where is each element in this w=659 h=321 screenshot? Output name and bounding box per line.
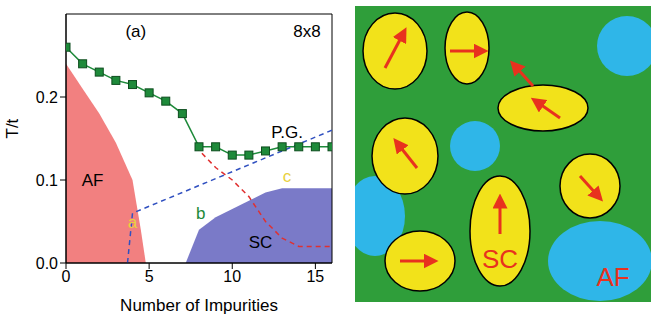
svg-text:(a): (a) [125,22,146,41]
svg-text:AF: AF [82,171,104,190]
svg-text:5: 5 [145,268,154,285]
svg-text:SC: SC [482,244,518,274]
svg-text:b: b [196,204,205,223]
svg-text:15: 15 [306,268,324,285]
svg-text:Number of Impurities: Number of Impurities [120,296,278,315]
svg-text:T/t: T/t [4,118,22,138]
svg-text:0.2: 0.2 [36,89,58,106]
svg-text:0: 0 [62,268,71,285]
svg-text:8x8: 8x8 [293,22,320,41]
svg-text:10: 10 [223,268,241,285]
svg-text:a: a [128,213,138,232]
svg-text:0.1: 0.1 [36,172,58,189]
svg-text:c: c [283,167,292,186]
svg-text:P.G.: P.G. [271,123,303,142]
svg-text:SC: SC [249,233,273,252]
svg-text:AF: AF [596,262,629,292]
svg-text:0.0: 0.0 [36,255,58,272]
